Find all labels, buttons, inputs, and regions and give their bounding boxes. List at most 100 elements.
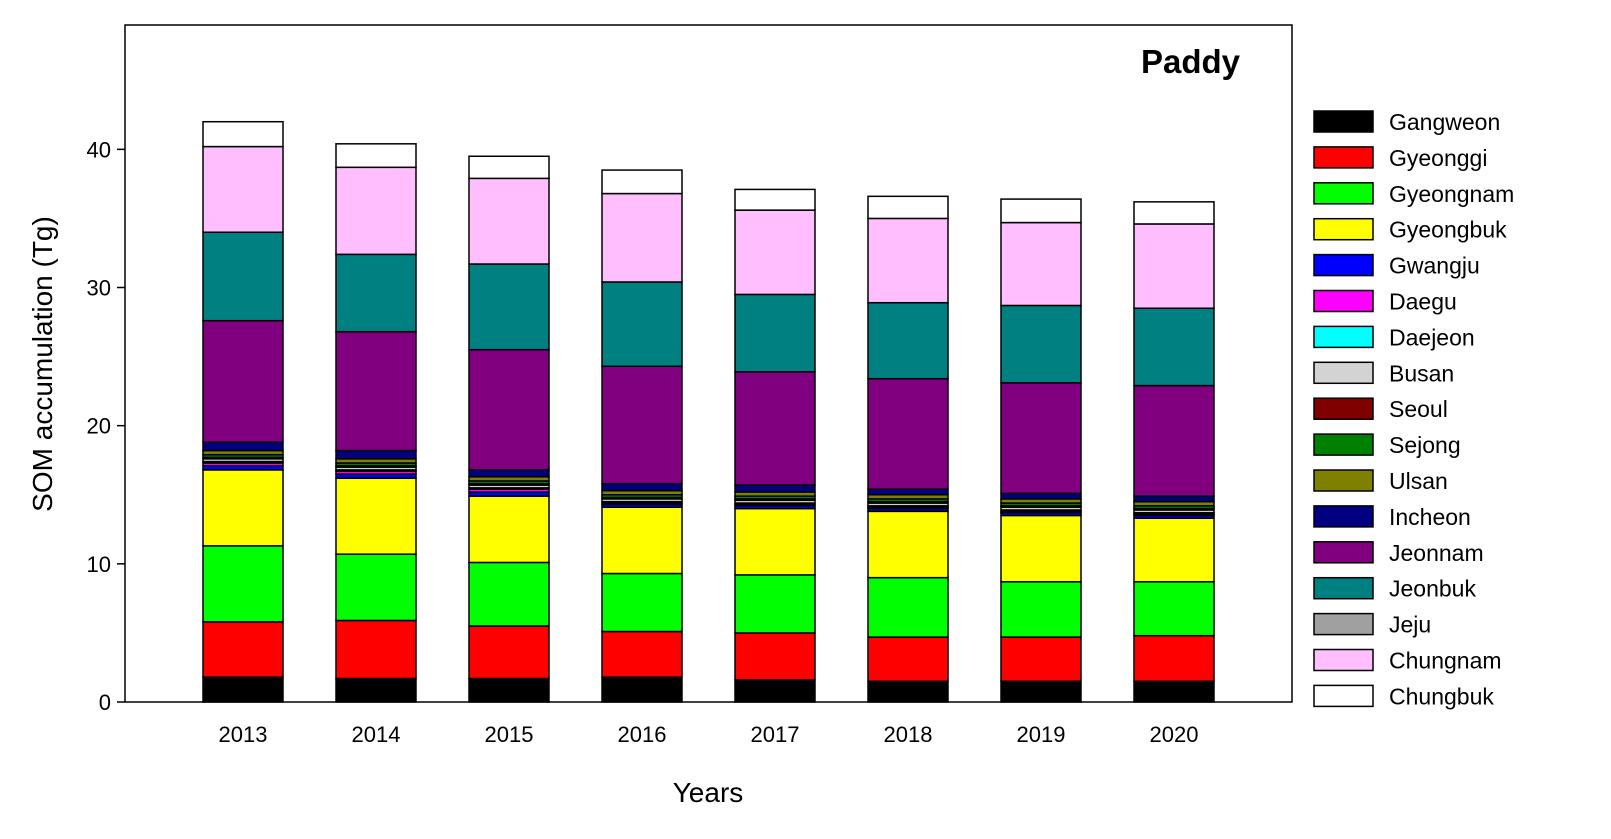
bar-segment-incheon-2019 (1000, 492, 1082, 500)
x-axis-title: Years (673, 777, 744, 808)
bar-segment-chungnam-2017 (734, 209, 816, 296)
legend-swatch (1313, 289, 1374, 313)
legend-swatch (1313, 684, 1374, 708)
bar-segment-gyeonggi-2018 (867, 636, 949, 683)
bar-segment-gangweon-2013 (202, 676, 284, 703)
bar-segment-chungbuk-2020 (1133, 201, 1215, 225)
bar-stack-2018 (867, 195, 949, 703)
legend-item-gyeongbuk: Gyeongbuk (1313, 217, 1507, 243)
bar-segment-jeonnam-2018 (867, 377, 949, 490)
bar-segment-gangweon-2019 (1000, 680, 1082, 703)
x-tick-label: 2017 (751, 722, 800, 747)
legend-item-chungnam: Chungnam (1313, 648, 1502, 674)
x-axis: 2013 2014 2015 2016 2017 2018 2019 2020 (219, 722, 1199, 747)
bar-stack-2019 (1000, 198, 1082, 703)
bar-segment-gangweon-2014 (335, 677, 417, 703)
bar-segment-gyeongbuk-2013 (202, 469, 284, 547)
legend-item-daejeon: Daejeon (1313, 324, 1475, 350)
legend-label: Gangweon (1389, 109, 1500, 135)
bar-segment-jeonbuk-2016 (601, 281, 683, 368)
legend: Gangweon Gyeonggi Gyeongnam Gyeongbuk Gwangj… (1313, 109, 1514, 709)
bar-segment-incheon-2013 (202, 441, 284, 452)
bar-segment-gyeongnam-2018 (867, 576, 949, 638)
legend-swatch (1313, 541, 1374, 564)
bar-segment-gyeonggi-2019 (1000, 636, 1082, 683)
bar-segment-gyeongnam-2019 (1000, 581, 1082, 638)
x-tick-label: 2020 (1150, 722, 1199, 747)
bar-segment-chungbuk-2019 (1000, 198, 1082, 224)
bar-segment-chungnam-2014 (335, 166, 417, 256)
bar-segment-gyeongbuk-2018 (867, 510, 949, 579)
legend-swatch (1313, 217, 1374, 241)
plot-frame (124, 24, 1293, 703)
x-tick-label: 2018 (884, 722, 933, 747)
bar-segment-gyeongnam-2014 (335, 553, 417, 622)
legend-label: Seoul (1389, 396, 1448, 422)
bar-segment-incheon-2014 (335, 449, 417, 460)
bar-segment-chungbuk-2018 (867, 195, 949, 220)
bar-segment-jeonbuk-2018 (867, 301, 949, 380)
bar-segment-gyeongnam-2015 (468, 561, 550, 627)
legend-swatch (1313, 325, 1374, 349)
legend-item-sejong: Sejong (1313, 432, 1461, 458)
legend-item-jeonbuk: Jeonbuk (1313, 576, 1476, 602)
bar-segment-gyeongbuk-2020 (1133, 517, 1215, 583)
legend-swatch (1313, 397, 1374, 420)
bar-segment-chungnam-2015 (468, 177, 550, 265)
legend-label: Chungnam (1389, 648, 1502, 674)
x-tick-label: 2019 (1017, 722, 1066, 747)
legend-swatch (1313, 433, 1374, 456)
y-axis-title: SOM accumulation (Tg) (27, 216, 58, 512)
legend-item-chungbuk: Chungbuk (1313, 683, 1494, 709)
x-tick-label: 2013 (219, 722, 268, 747)
bar-segment-gyeongnam-2013 (202, 545, 284, 623)
legend-swatch (1313, 253, 1374, 277)
bar-segment-gyeongbuk-2015 (468, 495, 550, 564)
bar-segment-jeonnam-2016 (601, 365, 683, 485)
legend-label: Gyeonggi (1389, 145, 1487, 171)
y-tick-label: 30 (87, 276, 111, 301)
bar-segment-gyeonggi-2020 (1133, 634, 1215, 683)
bar-segment-incheon-2020 (1133, 495, 1215, 503)
legend-label: Busan (1389, 360, 1454, 386)
bar-segment-gangweon-2017 (734, 679, 816, 703)
bar-segment-gyeonggi-2016 (601, 630, 683, 678)
legend-label: Jeonnam (1389, 540, 1484, 566)
bar-segment-gyeongbuk-2017 (734, 507, 816, 576)
bar-segment-gangweon-2020 (1133, 680, 1215, 703)
bar-segment-gyeongbuk-2019 (1000, 514, 1082, 583)
bar-segment-chungbuk-2014 (335, 143, 417, 169)
bar-segment-jeonnam-2015 (468, 348, 550, 471)
legend-item-incheon: Incheon (1313, 504, 1471, 530)
bar-segment-incheon-2015 (468, 469, 550, 478)
y-tick-label: 10 (87, 552, 111, 577)
legend-label: Chungbuk (1389, 683, 1494, 709)
legend-swatch (1313, 361, 1374, 385)
legend-label: Gyeongnam (1389, 181, 1514, 207)
bar-segment-jeonbuk-2015 (468, 263, 550, 351)
bar-segment-gyeonggi-2014 (335, 619, 417, 680)
legend-swatch (1313, 146, 1374, 169)
legend-label: Ulsan (1389, 468, 1448, 494)
bar-segment-gyeonggi-2017 (734, 632, 816, 681)
bar-segment-jeonnam-2017 (734, 371, 816, 486)
bar-segment-chungnam-2018 (867, 217, 949, 304)
bar-stack-2016 (601, 169, 683, 703)
bar-segment-jeonnam-2014 (335, 330, 417, 452)
legend-item-busan: Busan (1313, 360, 1454, 386)
bar-segment-chungbuk-2013 (202, 120, 284, 148)
bar-segment-incheon-2017 (734, 484, 816, 493)
legend-label: Sejong (1389, 432, 1461, 458)
bar-segment-gyeongnam-2017 (734, 574, 816, 634)
bar-segment-gangweon-2018 (867, 680, 949, 703)
legend-item-daegu: Daegu (1313, 289, 1457, 315)
legend-item-seoul: Seoul (1313, 396, 1448, 422)
bar-stack-2013 (202, 120, 284, 703)
bar-segment-gyeongnam-2020 (1133, 581, 1215, 637)
legend-label: Gyeongbuk (1389, 217, 1507, 243)
legend-swatch (1313, 469, 1374, 492)
bar-segment-jeonnam-2019 (1000, 382, 1082, 495)
bar-segment-chungnam-2016 (601, 192, 683, 283)
x-tick-label: 2014 (352, 722, 401, 747)
